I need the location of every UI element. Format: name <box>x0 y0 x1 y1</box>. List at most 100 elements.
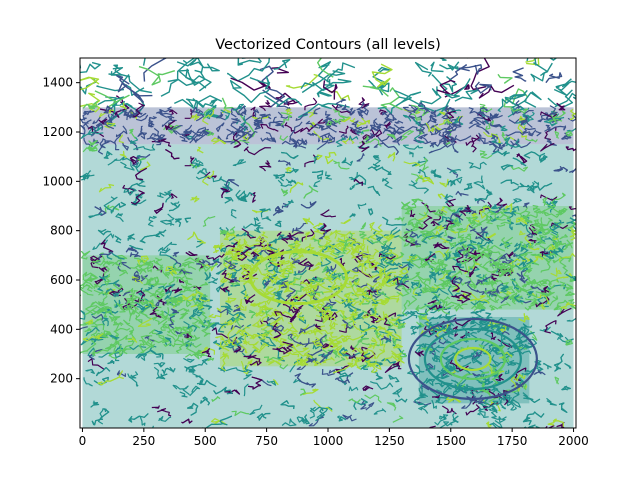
contour-line <box>515 100 521 109</box>
contour-line <box>125 246 137 253</box>
contour-line <box>136 290 146 300</box>
contour-line <box>243 326 255 339</box>
contour-line <box>367 185 381 197</box>
contour-line <box>554 367 561 372</box>
contour-line <box>223 232 233 241</box>
contour-line <box>425 364 436 370</box>
contour-line <box>184 351 206 358</box>
contour-line <box>487 290 498 297</box>
contour-line <box>215 335 225 341</box>
contour-line <box>142 275 168 286</box>
contour-line <box>234 338 243 347</box>
contour-line <box>553 305 563 314</box>
contour-line <box>322 356 335 364</box>
x-tick-label: 0 <box>79 434 87 448</box>
contour-line <box>415 370 425 378</box>
contour-line <box>154 313 168 325</box>
contour-line <box>241 228 256 239</box>
contour-line <box>316 154 323 160</box>
contour-line <box>540 142 555 152</box>
contour-line <box>393 343 403 349</box>
contour-line <box>440 385 452 397</box>
contour-line <box>92 313 104 321</box>
contour-line <box>155 299 162 307</box>
contour-line <box>103 330 112 336</box>
contour-line <box>236 305 247 311</box>
contour-line <box>468 283 477 289</box>
contour-line <box>498 351 513 359</box>
contour-line <box>98 118 109 125</box>
contour-line <box>418 404 429 414</box>
contour-line <box>157 333 170 344</box>
contour-line <box>390 334 399 341</box>
contour-line <box>80 287 94 297</box>
contour-line <box>138 287 153 297</box>
contour-line <box>307 329 320 336</box>
contour-line <box>344 232 353 242</box>
contour-line <box>432 211 444 217</box>
contour-line <box>525 138 538 143</box>
contour-line <box>182 261 195 268</box>
contour-line <box>164 283 176 294</box>
contour-line <box>446 167 459 178</box>
contour-line <box>236 340 248 354</box>
dome-building <box>205 221 416 374</box>
contour-line <box>453 282 461 293</box>
contour-line <box>526 411 545 418</box>
contour-line <box>309 121 319 129</box>
contour-line <box>540 111 558 118</box>
contour-line <box>534 254 547 259</box>
contour-line <box>312 344 323 350</box>
contour-line <box>351 267 359 272</box>
contour-line <box>87 358 105 370</box>
contour-line <box>137 157 146 161</box>
contour-line <box>85 278 94 288</box>
contour-line <box>199 281 209 288</box>
contour-line <box>482 244 506 252</box>
contour-line <box>129 263 143 269</box>
contour-line <box>489 261 500 269</box>
contour-line <box>359 324 368 339</box>
contour-line <box>453 303 468 312</box>
contour-line <box>430 220 440 227</box>
contour-line <box>312 238 330 248</box>
contour-line <box>244 267 253 276</box>
contour-line <box>491 345 503 351</box>
contour-line <box>500 283 509 290</box>
contour-line <box>140 335 153 345</box>
contour-line <box>559 252 576 262</box>
contour-line <box>130 102 145 118</box>
contour-line <box>278 260 290 270</box>
contour-line <box>90 129 97 137</box>
contour-line <box>403 161 421 167</box>
contour-line <box>309 243 316 252</box>
contour-line <box>512 157 527 167</box>
contour-line <box>513 242 521 253</box>
contour-line <box>454 332 471 345</box>
contour-line <box>343 291 352 303</box>
contour-line <box>202 423 223 428</box>
contour-line <box>382 177 393 190</box>
contour-line <box>319 242 335 253</box>
contour-line <box>435 397 449 404</box>
roundabout-ring <box>454 346 492 372</box>
contour-line <box>463 208 477 215</box>
contour-line <box>306 283 330 291</box>
contour-line <box>340 310 357 321</box>
contour-line <box>533 62 553 75</box>
contour-line <box>280 112 292 126</box>
contour-line <box>539 251 552 257</box>
contour-line <box>465 216 478 224</box>
distant-city-band <box>80 97 576 156</box>
contour-line <box>383 267 391 280</box>
contour-line <box>97 306 113 315</box>
contour-line <box>383 355 402 362</box>
contour-line <box>342 319 356 329</box>
contour-line <box>505 131 532 137</box>
contour-line <box>261 272 271 281</box>
contour-line <box>397 322 406 329</box>
contour-line <box>252 318 262 328</box>
contour-line <box>542 196 554 208</box>
contour-line <box>237 125 249 134</box>
contour-line <box>281 232 294 244</box>
